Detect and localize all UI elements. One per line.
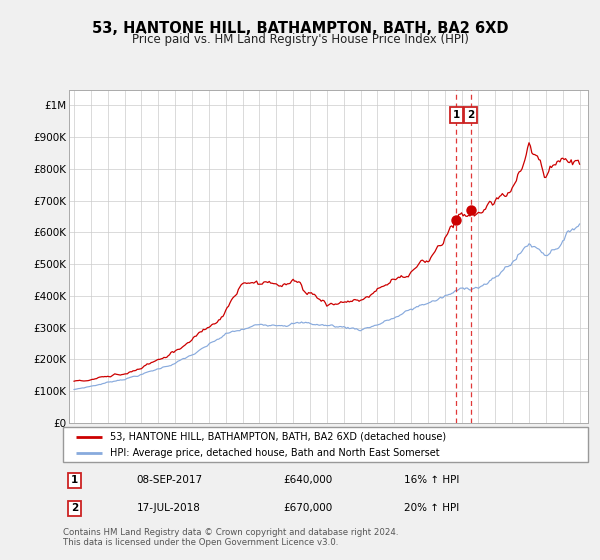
Text: 20% ↑ HPI: 20% ↑ HPI bbox=[404, 503, 460, 514]
Text: 1: 1 bbox=[453, 110, 460, 120]
Text: 17-JUL-2018: 17-JUL-2018 bbox=[137, 503, 200, 514]
Text: £670,000: £670,000 bbox=[284, 503, 333, 514]
Text: £640,000: £640,000 bbox=[284, 475, 333, 486]
Text: 1: 1 bbox=[71, 475, 78, 486]
Text: HPI: Average price, detached house, Bath and North East Somerset: HPI: Average price, detached house, Bath… bbox=[110, 449, 440, 458]
Text: Price paid vs. HM Land Registry's House Price Index (HPI): Price paid vs. HM Land Registry's House … bbox=[131, 33, 469, 46]
Text: 2: 2 bbox=[71, 503, 78, 514]
Text: 2: 2 bbox=[467, 110, 475, 120]
Text: 08-SEP-2017: 08-SEP-2017 bbox=[137, 475, 203, 486]
Text: Contains HM Land Registry data © Crown copyright and database right 2024.
This d: Contains HM Land Registry data © Crown c… bbox=[63, 528, 398, 547]
Text: 53, HANTONE HILL, BATHAMPTON, BATH, BA2 6XD: 53, HANTONE HILL, BATHAMPTON, BATH, BA2 … bbox=[92, 21, 508, 36]
FancyBboxPatch shape bbox=[63, 427, 588, 462]
Text: 16% ↑ HPI: 16% ↑ HPI bbox=[404, 475, 460, 486]
Text: 53, HANTONE HILL, BATHAMPTON, BATH, BA2 6XD (detached house): 53, HANTONE HILL, BATHAMPTON, BATH, BA2 … bbox=[110, 432, 446, 442]
